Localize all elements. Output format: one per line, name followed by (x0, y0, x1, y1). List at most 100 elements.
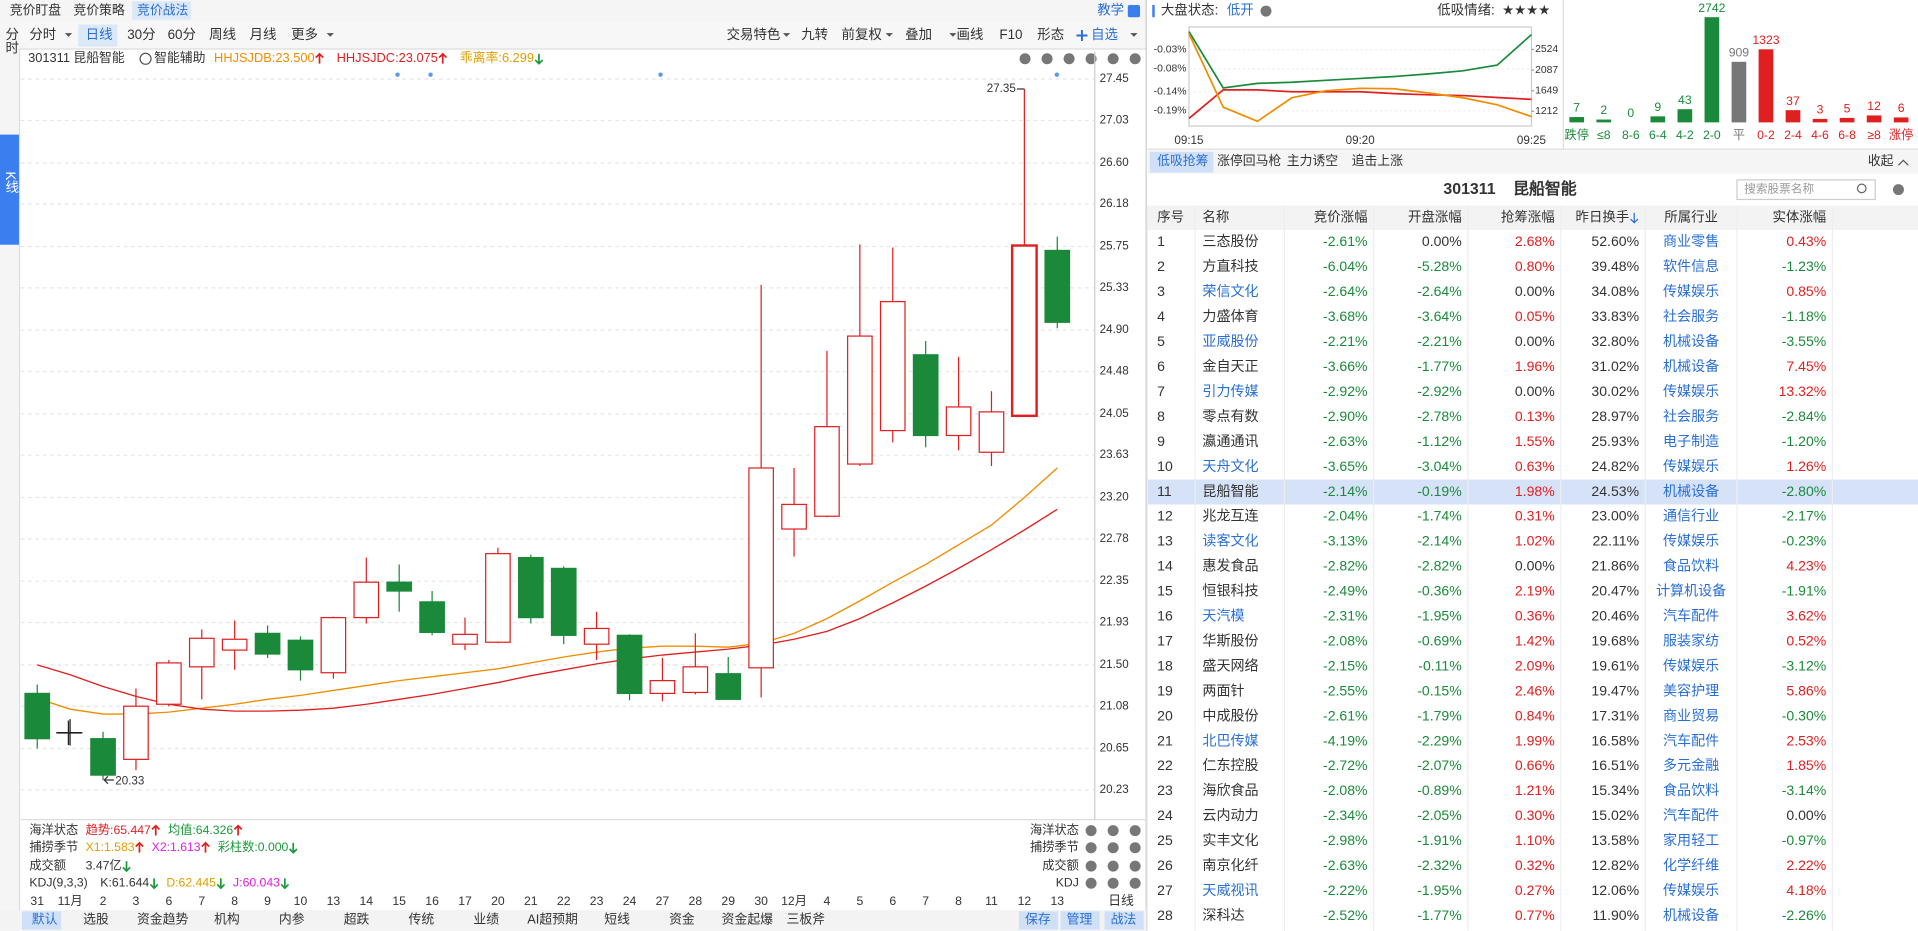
top-tab[interactable]: 竞价战法 (137, 2, 188, 17)
table-cell[interactable]: 北巴传媒 (1202, 732, 1258, 748)
table-cell[interactable]: 实丰文化 (1202, 832, 1258, 848)
tool-button[interactable]: 自选 (1091, 27, 1118, 42)
tool-button[interactable]: 前复权 (842, 26, 882, 42)
table-cell[interactable]: 社会服务 (1663, 408, 1719, 424)
bottom-tab[interactable]: 资金趋势 (137, 911, 188, 926)
bottom-tab[interactable]: 资金 (669, 911, 695, 926)
icon[interactable] (1107, 842, 1119, 854)
table-cell[interactable]: 仁东控股 (1202, 757, 1258, 773)
assist-label[interactable]: 智能辅助 (154, 50, 205, 65)
icon[interactable] (1129, 877, 1141, 889)
column-header[interactable]: 竞价涨幅 (1314, 208, 1368, 224)
tool-button[interactable]: 画线 (957, 27, 984, 42)
bottom-tab[interactable]: 超跌 (344, 911, 370, 926)
table-cell[interactable]: 机械设备 (1663, 333, 1719, 349)
table-cell[interactable]: 华斯股份 (1202, 632, 1258, 648)
table-cell[interactable]: 电子制造 (1663, 433, 1719, 449)
icon[interactable] (1085, 842, 1097, 854)
table-cell[interactable]: 计算机设备 (1656, 583, 1726, 599)
icon[interactable] (1129, 53, 1141, 65)
strategy-tab[interactable]: 涨停回马枪 (1217, 153, 1281, 168)
period-button[interactable]: 分时 (29, 27, 56, 42)
side-tab[interactable]: K线 (3, 171, 19, 194)
table-cell[interactable]: 南京化纤 (1202, 857, 1258, 873)
bottom-tab[interactable]: 三板斧 (787, 911, 826, 926)
checkbox[interactable] (1127, 4, 1141, 18)
icon[interactable] (1019, 53, 1031, 65)
column-header[interactable]: 序号 (1157, 209, 1184, 224)
table-cell[interactable]: 三态股份 (1202, 233, 1258, 249)
icon[interactable] (1063, 53, 1075, 65)
bottom-tab[interactable]: AI超预期 (527, 911, 578, 926)
side-tab[interactable]: 分时 (3, 27, 19, 54)
bottom-tab[interactable]: 内参 (279, 911, 305, 926)
period-button[interactable]: 60分 (168, 27, 196, 42)
icon[interactable] (1129, 860, 1141, 872)
table-cell[interactable]: 金自天正 (1202, 358, 1258, 374)
top-tab[interactable]: 竞价盯盘 (10, 2, 61, 17)
column-header[interactable]: 实体涨幅 (1772, 209, 1826, 224)
table-cell[interactable]: 引力传媒 (1202, 383, 1258, 399)
bottom-tab[interactable]: 机构 (214, 911, 240, 926)
bottom-tab[interactable]: 默认 (32, 911, 58, 926)
table-cell[interactable]: 通信行业 (1663, 508, 1719, 524)
icon[interactable] (1107, 53, 1119, 65)
table-cell[interactable]: 汽车配件 (1663, 807, 1719, 823)
table-cell[interactable]: 多元金融 (1663, 757, 1719, 773)
icon[interactable] (1085, 860, 1097, 872)
column-header[interactable]: 抢筹涨幅 (1501, 208, 1555, 224)
icon[interactable] (1129, 842, 1141, 854)
icon[interactable] (1085, 53, 1097, 65)
period-button[interactable]: 周线 (209, 27, 236, 42)
table-cell[interactable]: 零点有数 (1202, 408, 1258, 424)
column-header[interactable]: 开盘涨幅 (1408, 208, 1462, 224)
table-cell[interactable]: 海欣食品 (1202, 782, 1258, 798)
tool-button[interactable]: 叠加 (905, 27, 932, 42)
table-cell[interactable]: 服装家纺 (1663, 632, 1719, 648)
strategy-button[interactable]: 战法 (1111, 911, 1137, 926)
table-cell[interactable]: 天舟文化 (1202, 458, 1258, 474)
table-cell[interactable]: 惠发食品 (1202, 558, 1258, 574)
top-tab[interactable]: 竞价策略 (73, 2, 124, 17)
icon[interactable] (1107, 825, 1119, 837)
table-cell[interactable]: 商业零售 (1663, 233, 1719, 249)
bottom-tab[interactable]: 业绩 (473, 911, 499, 926)
strategy-tab[interactable]: 主力诱空 (1287, 153, 1338, 168)
table-cell[interactable]: 传媒娱乐 (1663, 283, 1719, 299)
table-cell[interactable]: 昆船智能 (1202, 483, 1258, 499)
table-cell[interactable]: 传媒娱乐 (1663, 383, 1719, 399)
table-cell[interactable]: 力盛体育 (1202, 308, 1258, 324)
table-cell[interactable]: 两面针 (1202, 682, 1244, 698)
table-cell[interactable]: 盛天网络 (1202, 657, 1258, 673)
column-header[interactable]: 昨日换手 (1576, 209, 1630, 224)
table-cell[interactable]: 机械设备 (1663, 358, 1719, 374)
table-cell[interactable]: 深科达 (1202, 907, 1244, 923)
table-cell[interactable]: 汽车配件 (1663, 732, 1719, 748)
period-button[interactable]: 日线 (86, 27, 113, 42)
table-cell[interactable]: 传媒娱乐 (1663, 458, 1719, 474)
table-cell[interactable]: 社会服务 (1663, 308, 1719, 324)
period-button[interactable]: 月线 (250, 27, 277, 42)
table-cell[interactable]: 汽车配件 (1663, 608, 1719, 624)
bottom-button[interactable]: 保存 (1025, 911, 1051, 926)
table-cell[interactable]: 家用轻工 (1663, 832, 1719, 848)
icon[interactable] (1107, 877, 1119, 889)
table-cell[interactable]: 化学纤维 (1663, 857, 1719, 873)
table-cell[interactable]: 亚威股份 (1202, 333, 1258, 349)
table-cell[interactable]: 瀛通通讯 (1202, 433, 1258, 449)
table-cell[interactable]: 云内动力 (1202, 807, 1258, 823)
bottom-button[interactable]: 管理 (1067, 911, 1093, 926)
period-button[interactable]: 更多 (291, 26, 318, 42)
table-cell[interactable]: 方直科技 (1202, 258, 1258, 274)
table-cell[interactable]: 天汽模 (1202, 608, 1244, 624)
table-cell[interactable]: 兆龙互连 (1202, 508, 1258, 524)
table-cell[interactable]: 食品饮料 (1663, 558, 1719, 574)
collapse-button[interactable]: 收起 (1868, 153, 1894, 168)
table-cell[interactable]: 传媒娱乐 (1663, 657, 1719, 673)
table-cell[interactable]: 读客文化 (1202, 533, 1258, 549)
table-cell[interactable]: 恒银科技 (1202, 583, 1258, 599)
bottom-tab[interactable]: 传统 (409, 911, 435, 926)
teach-link[interactable]: 教学 (1097, 3, 1124, 18)
icon[interactable] (1085, 825, 1097, 837)
bottom-tab[interactable]: 短线 (604, 911, 630, 926)
